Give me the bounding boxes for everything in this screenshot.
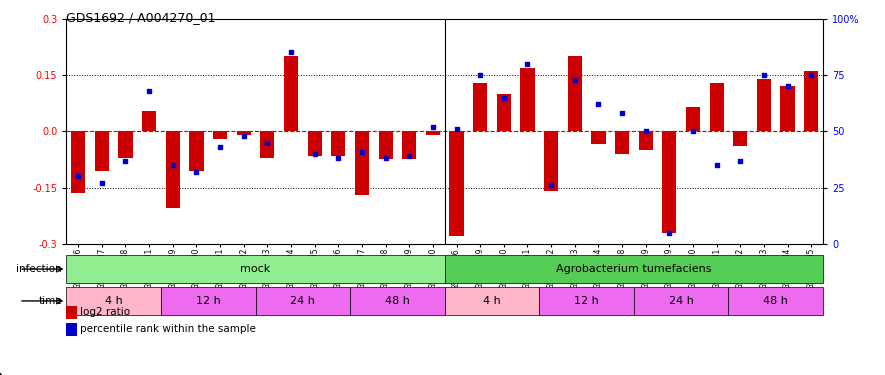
Point <box>189 169 204 175</box>
Point <box>95 180 109 186</box>
Bar <box>686 107 700 131</box>
Point <box>260 140 274 146</box>
Bar <box>71 131 85 193</box>
Bar <box>634 287 728 315</box>
Text: 12 h: 12 h <box>196 296 220 306</box>
Point <box>757 72 771 78</box>
Point <box>450 126 464 132</box>
Bar <box>350 287 445 315</box>
Text: 4 h: 4 h <box>483 296 501 306</box>
Text: 24 h: 24 h <box>669 296 694 306</box>
Bar <box>662 131 676 232</box>
Bar <box>161 287 256 315</box>
Bar <box>189 131 204 171</box>
Point <box>567 76 581 82</box>
Bar <box>402 131 416 159</box>
Point <box>308 151 322 157</box>
Bar <box>450 131 464 236</box>
Bar <box>591 131 605 144</box>
Bar <box>260 131 274 158</box>
Point <box>119 158 133 164</box>
Point <box>402 153 416 159</box>
Point <box>284 50 298 55</box>
Bar <box>544 131 558 191</box>
Bar <box>781 86 795 131</box>
Point <box>236 133 250 139</box>
Bar <box>66 287 161 315</box>
Point <box>804 72 819 78</box>
Bar <box>165 131 180 208</box>
Bar <box>331 131 345 156</box>
Bar <box>284 56 298 131</box>
Point <box>213 144 227 150</box>
Bar <box>119 131 133 158</box>
Text: 4 h: 4 h <box>104 296 122 306</box>
Text: mock: mock <box>241 264 271 274</box>
Point <box>165 162 180 168</box>
Bar <box>710 82 724 131</box>
Point <box>426 124 440 130</box>
Point <box>71 173 85 179</box>
Text: 48 h: 48 h <box>385 296 410 306</box>
Point <box>473 72 488 78</box>
Bar <box>615 131 629 154</box>
Point <box>662 230 676 236</box>
Point <box>520 61 535 67</box>
Bar <box>426 131 440 135</box>
Text: log2 ratio: log2 ratio <box>80 307 130 317</box>
Bar <box>445 287 539 315</box>
Text: infection: infection <box>16 264 62 274</box>
Bar <box>66 255 445 283</box>
Bar <box>757 79 771 131</box>
Point <box>331 155 345 161</box>
Point <box>615 110 629 116</box>
Point <box>639 128 653 134</box>
Text: time: time <box>38 296 62 306</box>
Point <box>544 182 558 188</box>
Bar <box>445 255 823 283</box>
Bar <box>539 287 634 315</box>
Text: 24 h: 24 h <box>290 296 315 306</box>
Point <box>355 148 369 154</box>
Text: 48 h: 48 h <box>764 296 789 306</box>
Point <box>496 94 511 100</box>
Point <box>379 155 393 161</box>
Bar <box>639 131 653 150</box>
Point <box>733 158 747 164</box>
Bar <box>379 131 393 159</box>
Bar <box>496 94 511 131</box>
Bar <box>728 287 823 315</box>
Text: Agrobacterium tumefaciens: Agrobacterium tumefaciens <box>556 264 712 274</box>
Bar <box>95 131 109 171</box>
Bar <box>213 131 227 139</box>
Bar <box>308 131 322 156</box>
Text: percentile rank within the sample: percentile rank within the sample <box>80 324 256 334</box>
Bar <box>567 56 581 131</box>
Point <box>710 162 724 168</box>
Bar <box>733 131 748 146</box>
Bar <box>142 111 157 131</box>
Bar <box>256 287 350 315</box>
Bar <box>355 131 369 195</box>
Bar <box>236 131 250 135</box>
Bar <box>520 68 535 131</box>
Point <box>686 128 700 134</box>
Point <box>781 83 795 89</box>
Bar <box>473 82 488 131</box>
Point <box>142 88 157 94</box>
Point <box>591 101 605 107</box>
Text: GDS1692 / A004270_01: GDS1692 / A004270_01 <box>66 11 216 24</box>
Text: 12 h: 12 h <box>574 296 599 306</box>
Bar <box>804 71 819 131</box>
